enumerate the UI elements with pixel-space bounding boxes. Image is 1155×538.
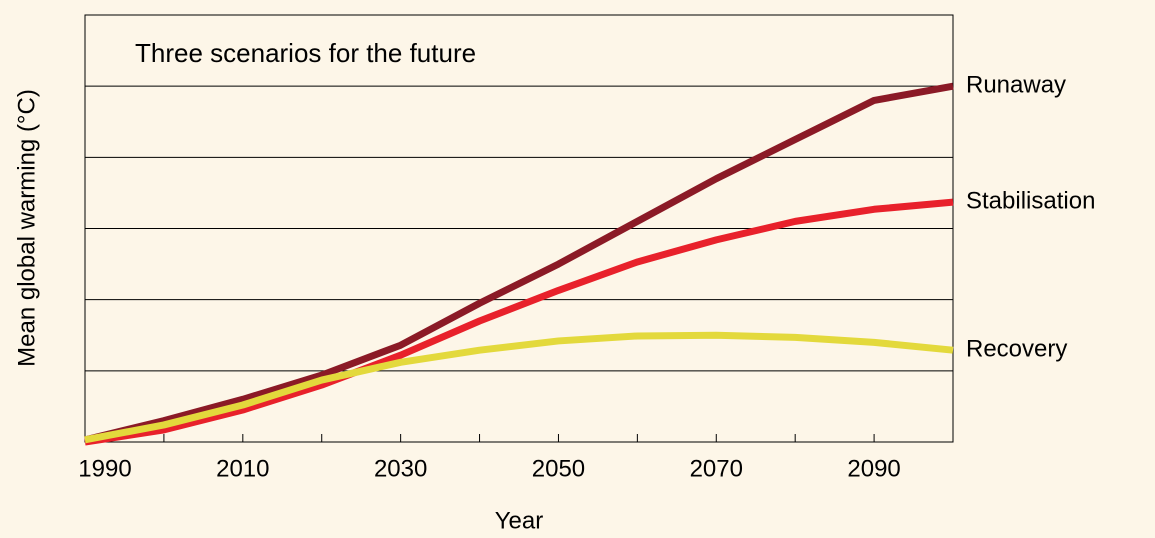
series-label: Runaway <box>966 72 1066 99</box>
x-tick-label: 2030 <box>374 455 427 482</box>
series-label: Recovery <box>966 336 1067 363</box>
x-tick-label: 2050 <box>532 455 585 482</box>
x-tick-label: 2070 <box>690 455 743 482</box>
x-axis-label: Year <box>495 507 544 534</box>
series-line <box>84 82 954 444</box>
y-axis-label: Mean global warming (°C) <box>13 89 40 367</box>
chart-title: Three scenarios for the future <box>135 38 476 68</box>
x-tick-label: 2010 <box>216 455 269 482</box>
x-tick-label: 1990 <box>78 455 131 482</box>
plot-frame <box>84 14 954 443</box>
series-line <box>84 331 954 444</box>
x-tick-label: 2090 <box>847 455 900 482</box>
series-line <box>84 198 954 446</box>
series-label: Stabilisation <box>966 188 1095 215</box>
